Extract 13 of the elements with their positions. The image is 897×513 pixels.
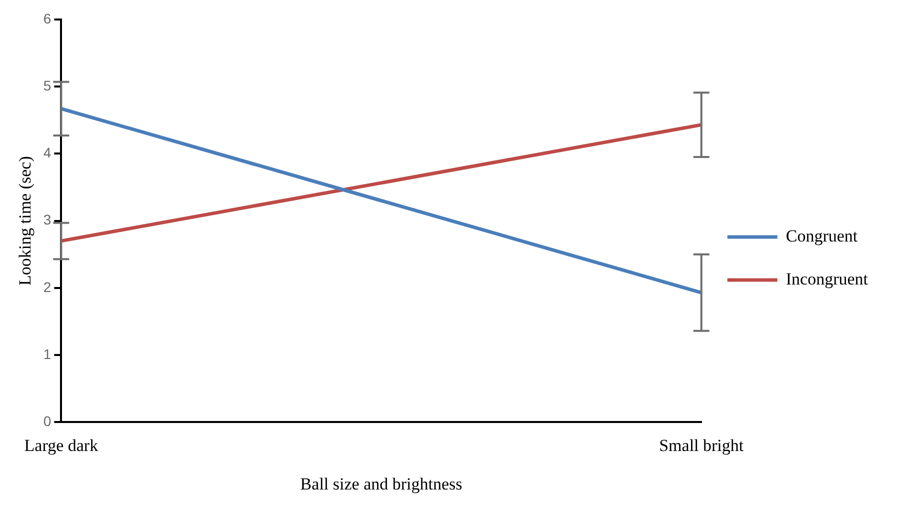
x-tick-label: Large dark [24, 436, 99, 455]
legend-label: Incongruent [786, 269, 868, 288]
y-tick-label: 5 [43, 77, 52, 94]
legend-label: Congruent [786, 226, 858, 246]
y-tick-label: 6 [43, 10, 52, 26]
y-tick-label: 1 [43, 346, 52, 362]
y-tick-label: 0 [43, 413, 52, 430]
y-tick-label: 2 [43, 278, 52, 295]
y-tick-label: 3 [43, 212, 52, 228]
y-tick-label: 4 [43, 144, 52, 161]
x-axis-title: Ball size and brightness [300, 474, 462, 494]
y-axis-title: Looking time (sec) [16, 156, 35, 286]
x-tick-label: Small bright [659, 436, 744, 455]
